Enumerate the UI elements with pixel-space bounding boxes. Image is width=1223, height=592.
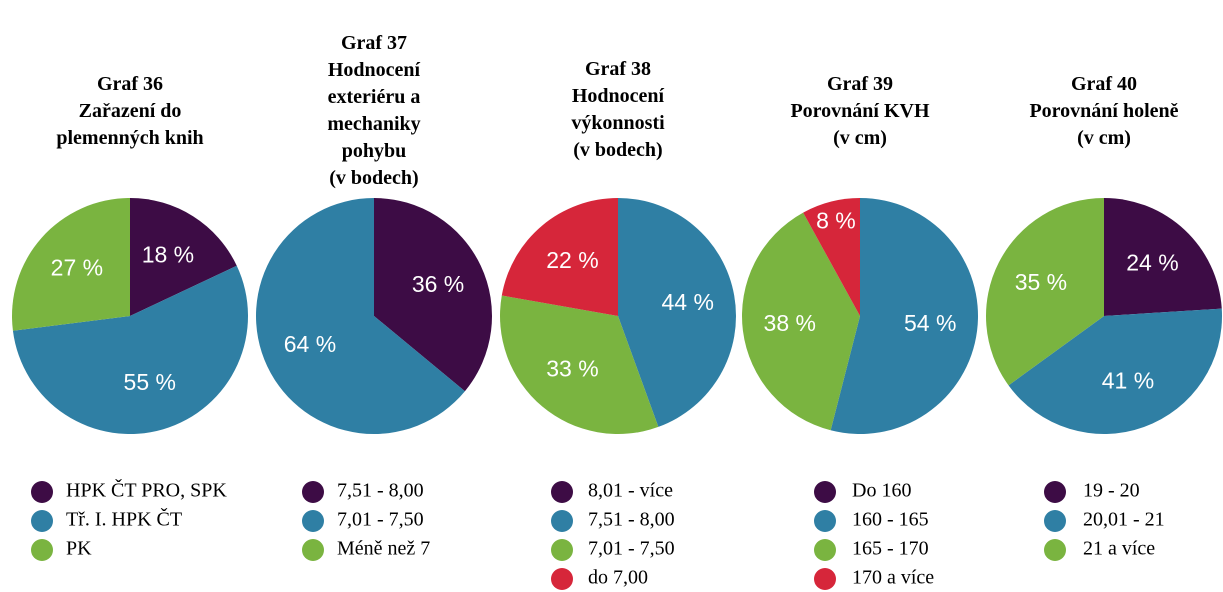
chart-title: plemenných knih [56,127,203,149]
legend-swatch [814,510,836,532]
legend-swatch [302,481,324,503]
data-label: 41 % [1102,368,1154,394]
chart-title: Porovnání KVH [790,100,930,122]
legend-label: 8,01 - více [588,480,673,502]
data-label: 33 % [546,355,598,381]
legend-label: 7,51 - 8,00 [337,480,424,502]
data-label: 27 % [51,254,103,280]
chart-title: Zařazení do [79,100,182,122]
pie-slice [986,198,1104,386]
data-label: 24 % [1126,249,1178,275]
pie-chart: Graf 36 Zařazení do plemenných knih 18 % 55 … [12,73,248,561]
data-label: 55 % [124,369,176,395]
data-label: 44 % [662,289,714,315]
legend-label: HPK ČT PRO, SPK [66,478,227,502]
legend-label: PK [66,538,92,560]
chart-title: Hodnocení [572,85,665,107]
chart-title: exteriéru a [328,86,421,108]
pie-slice [501,198,618,316]
pie-slice [12,265,248,435]
pie-chart: Graf 39 Porovnání KVH (v cm) 54 % 38 % 8 % Do … [742,73,979,590]
data-label: 18 % [142,241,194,267]
data-label: 64 % [284,331,336,357]
data-label: 8 % [816,207,856,233]
legend-swatch [302,510,324,532]
legend-swatch [1044,510,1066,532]
legend-swatch [814,539,836,561]
legend-swatch [551,481,573,503]
chart-title: (v cm) [1077,127,1131,149]
chart-title: pohybu [342,140,407,162]
chart-title: (v cm) [833,127,887,149]
chart-title: (v bodech) [573,139,662,161]
legend-label: 7,01 - 7,50 [588,538,675,560]
data-label: 22 % [546,247,598,273]
chart-title: Graf 36 [97,73,163,95]
chart-title: Porovnání holeně [1029,100,1178,122]
legend-label: 160 - 165 [852,509,929,531]
pie-slice [374,198,492,392]
legend-swatch [814,568,836,590]
pie-slice [830,197,979,435]
chart-title: Graf 39 [827,73,893,95]
pie-slice [742,212,860,431]
chart-title: (v bodech) [329,167,418,189]
chart-title: mechaniky [327,113,420,135]
legend-label: 20,01 - 21 [1083,509,1165,531]
legend-swatch [814,481,836,503]
pie-slice [803,198,860,316]
legend-swatch [551,539,573,561]
data-label: 38 % [764,310,816,336]
pie-slice [255,198,465,435]
chart-title: Graf 38 [585,58,651,80]
legend-label: 7,51 - 8,00 [588,509,675,531]
pie-slice [1104,198,1222,316]
chart-title: Graf 37 [341,32,407,54]
legend-swatch [302,539,324,561]
pie-slice [12,198,131,331]
data-label: 54 % [904,310,956,336]
chart-title: Graf 40 [1071,73,1137,95]
legend-label: 19 - 20 [1083,480,1140,502]
pie-chart: Graf 38 Hodnocení výkonnosti (v bodech) 44 %… [500,58,737,590]
legend-label: 165 - 170 [852,538,929,560]
legend-swatch [551,568,573,590]
legend-swatch [31,481,53,503]
legend-swatch [1044,481,1066,503]
legend-swatch [551,510,573,532]
legend-label: do 7,00 [588,567,648,589]
legend-label: Tř. I. HPK ČT [66,507,182,531]
pie-chart: Graf 40 Porovnání holeně (v cm) 24 % 41 % 35 … [986,73,1223,561]
chart-title: výkonnosti [571,112,665,134]
legend-label: Do 160 [852,480,911,502]
legend-swatch [1044,539,1066,561]
pie-slice [130,198,237,316]
pie-slice [500,295,659,435]
chart-title: Hodnocení [328,59,421,81]
pie-slice [618,198,737,427]
legend-label: 170 a více [852,567,934,589]
data-label: 36 % [412,271,464,297]
pie-slice [1008,308,1223,435]
legend-label: 21 a více [1083,538,1155,560]
legend-swatch [31,539,53,561]
legend-label: 7,01 - 7,50 [337,509,424,531]
legend-swatch [31,510,53,532]
data-label: 35 % [1015,269,1067,295]
pie-chart: Graf 37 Hodnocení exteriéru a mechaniky pohy… [255,32,492,561]
legend-label: Méně než 7 [337,538,430,560]
